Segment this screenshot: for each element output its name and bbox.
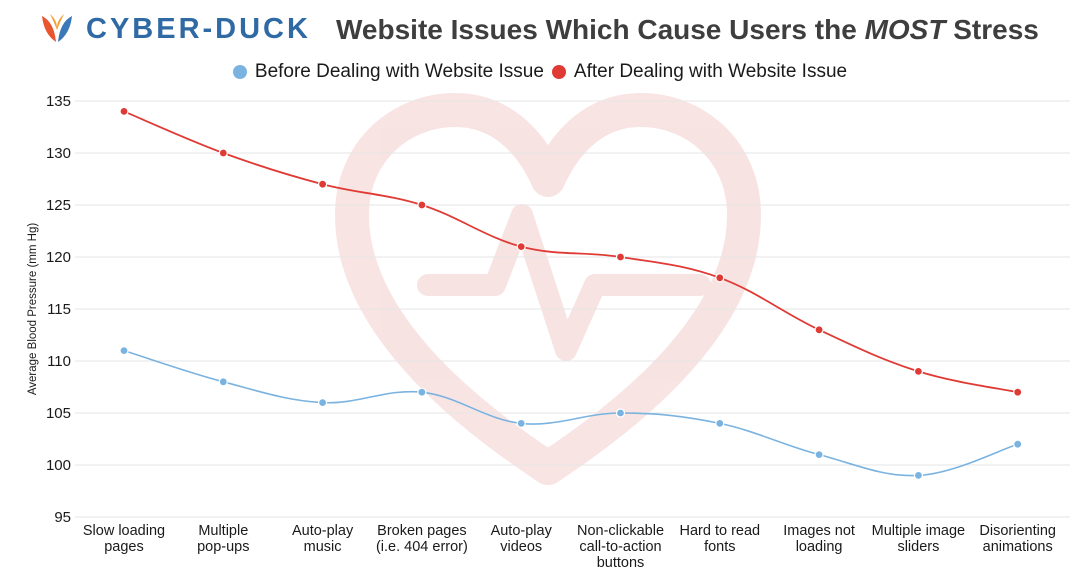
legend: Before Dealing with Website Issue After …: [0, 58, 1080, 86]
legend-dot-before: [232, 65, 247, 79]
data-point-after: [417, 200, 427, 210]
series-line-after: [123, 110, 1018, 394]
x-tick-label: Non-clickable call-to-action buttons: [577, 523, 664, 571]
title-emphasis: MOST: [864, 14, 946, 45]
data-point-before: [119, 346, 129, 356]
data-point-after: [516, 242, 526, 252]
x-tick-label: Slow loading pages: [83, 523, 165, 555]
data-point-before: [913, 470, 924, 480]
legend-item-after: After Dealing with Website Issue: [551, 58, 848, 86]
series-line-before: [123, 349, 1018, 477]
data-point-before: [516, 418, 526, 428]
data-point-after: [913, 366, 924, 376]
title-suffix: Stress: [945, 14, 1039, 45]
legend-dot-after: [551, 65, 566, 79]
x-tick-label: Multiple image sliders: [872, 523, 966, 555]
legend-item-before: Before Dealing with Website Issue: [232, 58, 544, 86]
legend-label-after: After Dealing with Website Issue: [573, 61, 848, 82]
y-tick-label: 135: [46, 93, 71, 110]
y-tick-label: 120: [46, 249, 71, 266]
data-point-before: [417, 387, 427, 397]
x-tick-label: Auto-play music: [292, 523, 354, 555]
y-tick-label: 100: [46, 457, 71, 474]
x-tick-label: Auto-play videos: [491, 523, 553, 555]
data-point-after: [318, 179, 328, 189]
chart-title: Website Issues Which Cause Users the MOS…: [336, 12, 1039, 48]
data-point-before: [615, 408, 626, 418]
duck-logo-icon: [42, 14, 72, 42]
data-point-after: [1013, 387, 1023, 397]
title-prefix: Website Issues Which Cause Users the: [336, 14, 865, 45]
y-tick-label: 115: [47, 301, 71, 318]
x-tick-label: Multiple pop-ups: [197, 523, 249, 555]
header: CYBER-DUCK Website Issues Which Cause Us…: [0, 0, 1080, 60]
y-tick-label: 110: [47, 353, 71, 370]
x-tick-label: Images not loading: [783, 523, 855, 555]
y-tick-label: 95: [54, 509, 71, 526]
data-point-after: [119, 106, 129, 117]
y-tick-label: 130: [46, 145, 71, 162]
data-point-before: [218, 377, 228, 387]
cyber-duck-logo: CYBER-DUCK: [40, 12, 311, 46]
data-point-before: [318, 398, 328, 408]
legend-label-before: Before Dealing with Website Issue: [254, 61, 544, 82]
data-point-before: [1013, 439, 1023, 449]
x-tick-label: Broken pages (i.e. 404 error): [376, 523, 468, 555]
y-tick-label: 125: [46, 197, 71, 214]
data-point-after: [615, 252, 626, 262]
data-point-after: [218, 148, 228, 158]
data-point-before: [715, 418, 725, 428]
y-axis-label: Average Blood Pressure (mm Hg): [27, 223, 39, 396]
x-tick-label: Hard to read fonts: [679, 523, 760, 555]
data-point-before: [814, 450, 824, 460]
brand-name: CYBER-DUCK: [86, 13, 311, 45]
x-tick-label: Disorienting animations: [979, 523, 1056, 555]
y-tick-label: 105: [46, 405, 71, 422]
heart-watermark-icon: [335, 93, 761, 485]
data-point-after: [814, 325, 824, 335]
data-point-after: [715, 273, 725, 283]
